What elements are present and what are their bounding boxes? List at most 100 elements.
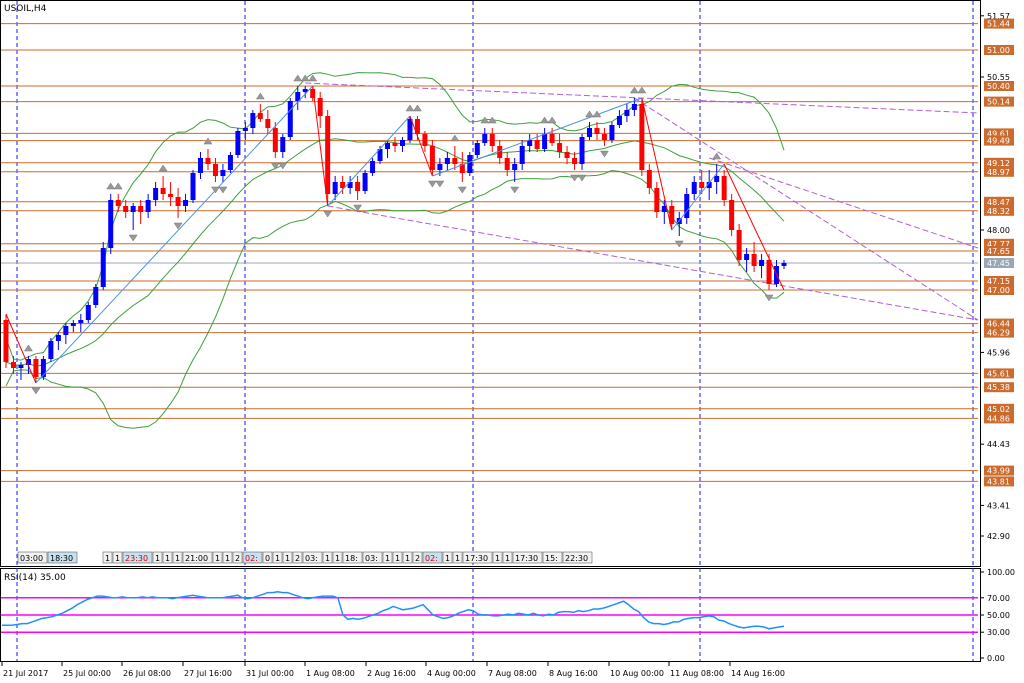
time-axis-label: 14 Aug 16:00 (731, 669, 785, 678)
fractal-up-marker (300, 74, 310, 82)
level-price-label: 47.77 (987, 240, 1010, 249)
candle-bear (310, 89, 316, 98)
candle-bull (183, 200, 189, 206)
fractal-down-marker (457, 186, 467, 194)
candle-bull (407, 119, 413, 140)
fractal-down-marker (435, 180, 445, 188)
candle-bull (78, 320, 84, 323)
candle-bull (362, 173, 368, 191)
level-price-tag (984, 18, 1014, 29)
zigzag-segment (432, 97, 643, 177)
price-tick-label: 44.43 (987, 440, 1010, 449)
candle-bull (624, 110, 630, 116)
candle-bull (85, 305, 91, 320)
candle-bull (18, 365, 24, 368)
time-mark-label: 1 (115, 554, 120, 563)
time-mark-label: 2 (415, 554, 420, 563)
level-price-tag (984, 81, 1014, 91)
candle-bull (145, 200, 151, 212)
time-axis-label: 25 Jul 00:00 (63, 669, 111, 678)
candle-bull (347, 182, 353, 188)
candle-bear (721, 176, 727, 200)
fractal-down-marker (210, 186, 220, 194)
level-price-label: 43.81 (987, 477, 1010, 486)
level-price-label: 45.38 (987, 383, 1010, 392)
candle-bull (108, 200, 114, 248)
candle-bull (220, 170, 226, 176)
candle-bear (355, 182, 361, 191)
level-price-label: 44.86 (987, 414, 1010, 423)
level-price-label: 47.65 (987, 247, 1010, 256)
candle-bull (691, 182, 697, 194)
rsi-tick-label: 100.00 (987, 568, 1015, 577)
fractal-up-marker (405, 104, 415, 112)
time-mark-label: 23:30 (125, 554, 148, 563)
fractal-down-marker (599, 150, 609, 158)
candle-bull (190, 173, 196, 200)
time-mark-label: 1 (155, 554, 160, 563)
candle-bear (414, 119, 420, 134)
candle-bull (93, 287, 99, 305)
candle-bull (370, 161, 376, 173)
channel-line-lower (327, 205, 979, 321)
main-pane-frame (0, 0, 981, 567)
time-mark-box (512, 551, 543, 564)
level-price-tag (984, 205, 1014, 216)
fractal-up-marker (480, 116, 490, 124)
candle-bull (519, 146, 525, 164)
candle-bear (272, 128, 278, 152)
level-price-tag (984, 276, 1014, 286)
candle-bear (175, 197, 181, 206)
candle-bull (714, 176, 720, 182)
time-mark-label: 0 (265, 554, 270, 563)
fractal-down-marker (128, 234, 138, 242)
rsi-tick-label: 30.00 (987, 628, 1010, 637)
time-axis-label: 21 Jul 2017 (3, 669, 48, 678)
level-price-tag (984, 238, 1014, 249)
candle-bear (317, 98, 323, 116)
fractal-up-marker (255, 92, 265, 100)
level-price-label: 46.44 (987, 320, 1010, 329)
candle-bull (781, 263, 787, 266)
candle-bear (639, 104, 645, 170)
candle-bear (452, 158, 458, 164)
candle-bear (340, 182, 346, 188)
candle-bear (212, 164, 218, 176)
candle-bear (564, 152, 570, 158)
level-price-tag (984, 157, 1014, 168)
bollinger-lower (5, 169, 785, 429)
candle-bear (497, 146, 503, 158)
candle-bull (70, 323, 76, 326)
candle-bear (736, 230, 742, 260)
time-mark-box (282, 551, 293, 564)
candle-bull (332, 182, 338, 194)
level-price-tag (984, 476, 1014, 487)
fractal-up-marker (585, 110, 594, 118)
time-axis-label: 1 Aug 08:00 (306, 669, 355, 678)
candle-bull (444, 158, 450, 164)
candle-bear (123, 206, 129, 212)
time-mark-label: 1 (275, 554, 280, 563)
vertical-grid (16, 1, 974, 661)
fractal-up-marker (113, 182, 123, 190)
time-mark-box (162, 551, 173, 564)
zigzag-segment (35, 85, 314, 384)
level-price-tag (984, 196, 1014, 207)
fractal-up-marker (712, 152, 722, 160)
zigzag-lines (5, 85, 785, 384)
time-mark-box (492, 551, 503, 564)
time-axis-label: 11 Aug 08:00 (670, 669, 724, 678)
price-tick-label: 48.00 (987, 226, 1010, 235)
rsi-tick-label: 70.00 (987, 594, 1010, 603)
price-tick-label: 42.90 (987, 532, 1010, 541)
fractal-down-marker (218, 186, 228, 194)
time-axis: 21 Jul 2017 25 Jul 00:00 26 Jul 08:00 27 Ju… (1, 662, 785, 678)
candle-bull (706, 182, 712, 188)
fractal-down-marker (577, 174, 587, 182)
candle-bull (242, 128, 248, 131)
level-price-label: 45.02 (987, 405, 1010, 414)
time-mark-label: 1 (445, 554, 450, 563)
candle-bull (616, 116, 622, 125)
